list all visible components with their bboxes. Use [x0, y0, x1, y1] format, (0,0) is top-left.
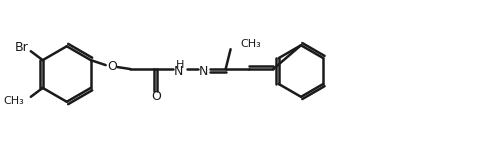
Text: CH₃: CH₃	[240, 39, 261, 49]
Text: N: N	[174, 65, 183, 78]
Text: H: H	[176, 60, 184, 70]
Text: Br: Br	[15, 41, 29, 54]
Text: N: N	[199, 65, 209, 78]
Text: CH₃: CH₃	[3, 96, 24, 106]
Text: O: O	[151, 90, 160, 103]
Text: O: O	[108, 60, 118, 73]
